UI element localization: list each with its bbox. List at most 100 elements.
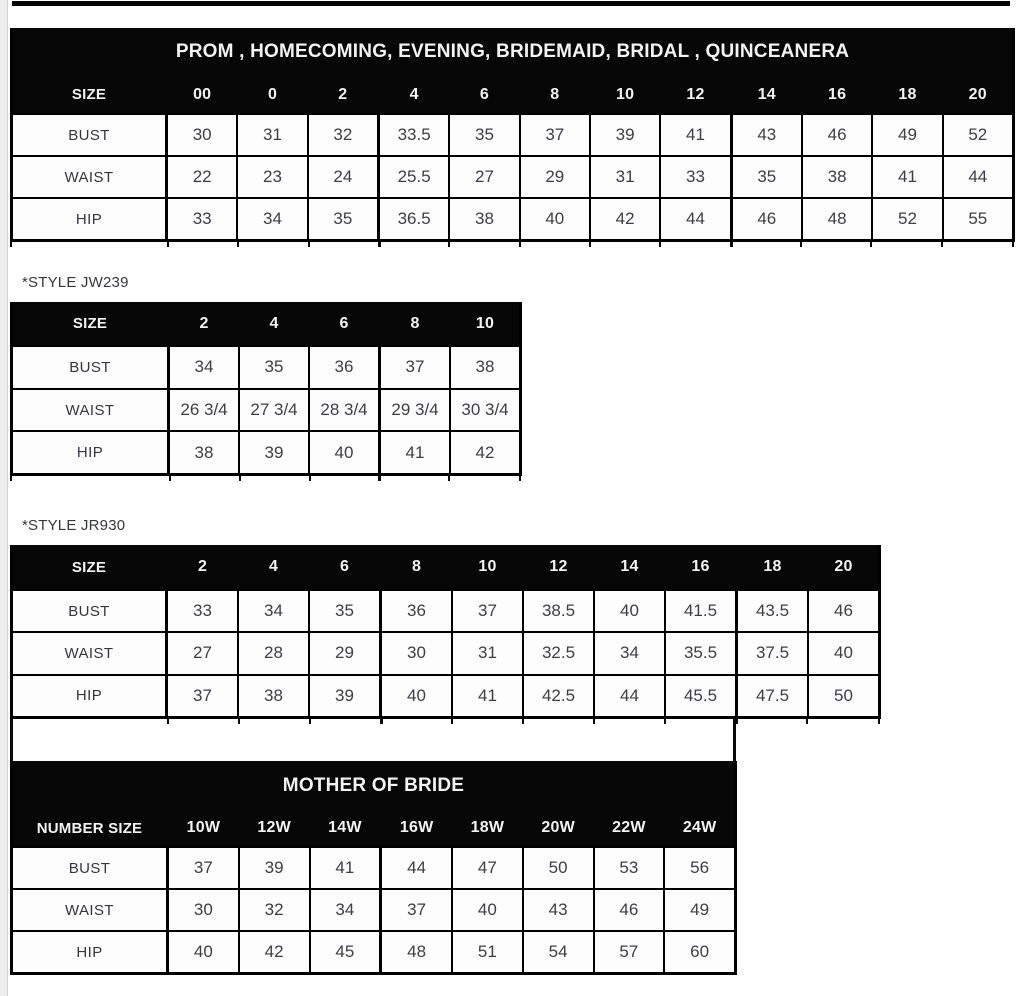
size-header-value: 2 — [306, 76, 377, 113]
size-table-prom: PROM , HOMECOMING, EVENING, BRIDEMAID, B… — [10, 28, 1015, 242]
size-table-mother-of-bride: MOTHER OF BRIDE NUMBER SIZE 10W 12W 14W 16W 18… — [10, 761, 737, 975]
size-header-value: 18 — [735, 545, 807, 589]
border-tick — [238, 719, 240, 724]
measurement-value: 52 — [871, 199, 941, 239]
measurement-label: WAIST — [13, 890, 169, 930]
grid-connector-line-right — [733, 719, 736, 761]
measurement-value: 39 — [238, 432, 308, 474]
measurement-row: BUST 33 34 35 36 37 38.5 40 41.5 43.5 46 — [13, 589, 878, 632]
measurement-row: WAIST 22 23 24 25.5 27 29 31 33 35 38 41 44 — [13, 155, 1012, 197]
size-header-value: 20 — [941, 76, 1012, 113]
border-tick — [800, 242, 802, 247]
border-tick — [10, 242, 12, 247]
measurement-value: 33 — [659, 157, 729, 197]
measurement-value: 30 — [192, 125, 212, 144]
border-tick — [309, 719, 311, 724]
measurement-label: BUST — [13, 347, 170, 388]
measurement-row: HIP 40 42 45 48 51 54 57 60 — [13, 930, 734, 972]
measurement-value: 42 — [588, 199, 659, 239]
measurement-value: 51 — [451, 932, 522, 972]
grid-connector-line-left — [10, 719, 13, 761]
measurement-label: HIP — [13, 199, 168, 239]
measurement-row: HIP 38 39 40 41 42 — [13, 430, 519, 474]
table-title: MOTHER OF BRIDE — [282, 774, 465, 796]
measurement-label: HIP — [13, 932, 169, 972]
measurement-value: 34 — [236, 199, 306, 239]
border-tick — [169, 476, 171, 481]
measurement-value: 35 — [308, 591, 379, 632]
measurement-value: 54 — [521, 932, 593, 972]
border-tick — [519, 476, 521, 481]
border-tick — [1012, 242, 1014, 247]
measurement-value: 38 — [237, 675, 308, 716]
measurement-value: 41.5 — [664, 591, 735, 632]
size-header-value: 10 — [451, 545, 522, 589]
border-tick — [593, 719, 595, 724]
border-tick — [664, 719, 666, 724]
measurement-value: 34 — [308, 890, 380, 930]
border-tick — [870, 242, 873, 247]
measurement-value: 49 — [871, 115, 941, 155]
measurement-row: WAIST 27 28 29 30 31 32.5 34 35.5 37.5 40 — [13, 631, 878, 674]
measurement-value: 36 — [379, 591, 451, 632]
measurement-value: 48 — [379, 932, 451, 972]
measurement-value: 38.5 — [522, 591, 593, 632]
measurement-label: WAIST — [13, 157, 168, 197]
size-header-value: 6 — [448, 76, 518, 113]
size-header-value: 10 — [588, 76, 659, 113]
border-tick — [878, 719, 880, 724]
size-header-value: 4 — [238, 302, 308, 345]
measurement-label: HIP — [13, 432, 170, 474]
size-header-value: 8 — [378, 302, 449, 345]
measurement-value: 33.5 — [376, 115, 448, 155]
measurement-value: 46 — [729, 199, 801, 239]
size-header-value: 8 — [379, 545, 451, 589]
size-header-value: 14 — [593, 545, 664, 589]
measurement-value: 48 — [800, 199, 871, 239]
measurement-value: 44 — [593, 675, 664, 716]
measurement-value: 37 — [379, 890, 451, 930]
measurement-label: HIP — [13, 675, 168, 716]
measurement-value: 23 — [236, 157, 306, 197]
size-table-jr930: SIZE 2 4 6 8 10 12 14 16 18 20 BUST 33 34 35 36 37 38.5 40… — [10, 545, 881, 719]
measurement-value: 52 — [941, 115, 1012, 155]
measurement-value: 60 — [663, 932, 734, 972]
measurement-value: 55 — [941, 199, 1012, 239]
measurement-value: 27 — [448, 157, 518, 197]
measurement-value: 37 — [193, 858, 213, 877]
size-header-value: 10W — [186, 819, 221, 836]
border-tick — [659, 242, 662, 247]
measurement-value: 41 — [308, 848, 380, 888]
border-tick — [167, 242, 169, 247]
measurement-value: 30 — [379, 633, 451, 674]
border-tick — [380, 719, 383, 724]
size-header-value: 16 — [664, 545, 735, 589]
measurement-value: 29 — [518, 157, 589, 197]
border-tick — [307, 242, 310, 247]
measurement-value: 35 — [448, 115, 518, 155]
measurement-value: 46 — [800, 115, 871, 155]
measurement-value: 27 3/4 — [238, 389, 308, 431]
measurement-label: BUST — [13, 115, 168, 155]
measurement-value: 40 — [807, 633, 878, 674]
size-header-value: 2 — [199, 314, 209, 332]
measurement-value: 40 — [379, 675, 451, 716]
measurement-value: 29 3/4 — [378, 389, 449, 431]
measurement-value: 40 — [193, 942, 213, 961]
size-header-row: SIZE 2 4 6 8 10 12 14 16 18 20 — [13, 545, 878, 589]
measurement-value: 46 — [592, 890, 664, 930]
measurement-value: 22 — [192, 167, 212, 186]
size-header-value: 00 — [193, 85, 212, 103]
measurement-value: 37 — [518, 115, 589, 155]
size-table-jw239: SIZE 2 4 6 8 10 BUST 34 35 36 37 38 WAIST 26 3/4 27 3/… — [10, 302, 522, 477]
measurement-value: 50 — [807, 675, 878, 716]
border-tick — [448, 242, 451, 247]
size-header-value: 6 — [308, 302, 378, 345]
measurement-value: 38 — [449, 347, 519, 388]
border-tick — [237, 242, 240, 247]
table-title-row: PROM , HOMECOMING, EVENING, BRIDEMAID, B… — [13, 28, 1012, 76]
measurement-value: 41 — [451, 675, 522, 716]
measurement-value: 41 — [659, 115, 729, 155]
measurement-value: 24 — [306, 157, 377, 197]
measurement-value: 44 — [941, 157, 1012, 197]
